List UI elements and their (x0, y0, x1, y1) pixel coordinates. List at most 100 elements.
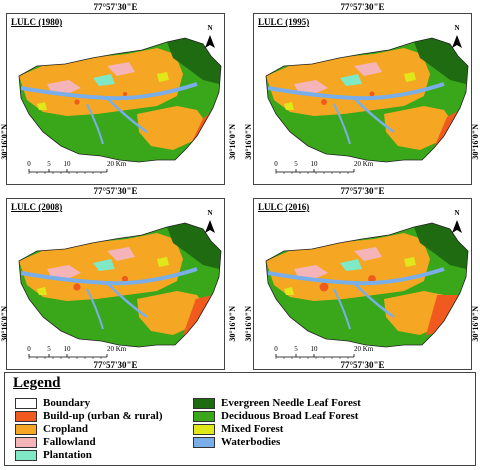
north-label: N (207, 209, 212, 217)
legend-item: Evergreen Needle Leaf Forest (193, 397, 361, 409)
scale-label: 10 (311, 160, 319, 168)
waterbody-river (106, 97, 148, 134)
scale-bar: 0 5 10 20 Km (274, 160, 374, 174)
coord-side-label: 30°16'0"N (228, 306, 237, 342)
legend-swatch (15, 436, 37, 448)
legend-item: Fallowland (15, 436, 96, 448)
mixed-forest-area (284, 102, 294, 110)
legend-item: Mixed Forest (193, 423, 283, 435)
scale-bar: 0 5 10 20 Km (27, 345, 127, 359)
legend-label: Mixed Forest (221, 423, 284, 435)
legend-item: Plantation (15, 449, 92, 461)
legend-label: Cropland (43, 423, 89, 435)
coord-top-label: 77°57'30"E (340, 2, 385, 12)
scale-label: 20 Km (107, 160, 127, 168)
legend-item: Deciduous Broad Leaf Forest (193, 410, 358, 422)
north-label: N (454, 209, 459, 217)
scale-bar: 0 5 10 20 Km (27, 160, 127, 174)
coord-side-label: 30°16'0"N (244, 306, 253, 342)
scale-label: 5 (294, 160, 298, 168)
legend-label: Boundary (43, 397, 91, 409)
map-title: LULC (1980) (11, 17, 63, 27)
coord-side-label: 30°16'0"N (228, 124, 237, 160)
map-panel-1980: N 0 5 10 20 Km LULC (1980) (6, 13, 225, 185)
waterbody-river (333, 288, 351, 330)
legend-swatch (193, 423, 215, 435)
buildup-area (122, 91, 128, 97)
scale-label: 10 (311, 345, 319, 353)
fallowland-area (107, 247, 135, 261)
fallowland-area (107, 62, 135, 76)
north-arrow-icon: N (452, 209, 462, 233)
coord-side-label: 30°16'0"N (0, 306, 9, 342)
map-panel-2016: N 0 5 10 20 Km LULC (2016) (253, 198, 472, 370)
north-label: N (207, 24, 212, 32)
fallowland-area (294, 265, 328, 279)
map-panel-2008: N 0 5 10 20 Km LULC (2008) (6, 198, 225, 370)
boundary-outline (18, 222, 222, 348)
lulc-map: N 0 5 10 20 Km (265, 209, 469, 359)
boundary-outline (265, 37, 469, 163)
north-arrow-icon: N (205, 24, 215, 48)
coord-bottom-label: 77°57'30"E (340, 186, 385, 196)
cropland-area (137, 106, 207, 150)
scale-label: 5 (47, 160, 51, 168)
legend-item: Build-up (urban & rural) (15, 410, 163, 422)
north-arrow-icon: N (452, 24, 462, 48)
buildup-area (73, 283, 81, 291)
legend-swatch (15, 410, 37, 422)
legend-label: Fallowland (43, 436, 96, 448)
cropland-area (384, 106, 454, 150)
legend-item: Boundary (15, 397, 90, 409)
coord-bottom-label: 77°57'30"E (93, 186, 138, 196)
waterbody-river (353, 282, 395, 319)
waterbody-river (86, 103, 104, 145)
plantation-area (93, 259, 115, 271)
boundary-outline (18, 37, 222, 163)
mixed-forest-area (284, 287, 294, 295)
buildup-area (121, 275, 129, 283)
mixed-forest-area (157, 72, 169, 82)
mixed-forest-area (404, 257, 416, 267)
lulc-map: N 0 5 10 20 Km (265, 24, 469, 174)
plantation-area (340, 74, 362, 86)
scale-label: 20 Km (354, 160, 374, 168)
lulc-map: N 0 5 10 20 Km (18, 209, 222, 359)
fallowland-area (47, 265, 81, 279)
north-label: N (454, 24, 459, 32)
coord-side-label: 30°16'0"N (0, 124, 9, 160)
coord-side-label: 30°16'0"N (471, 124, 480, 160)
legend-swatch (193, 436, 215, 448)
scale-bar: 0 5 10 20 Km (274, 345, 374, 359)
waterbody-river (86, 288, 104, 330)
lulc-map: N 0 5 10 20 Km (18, 24, 222, 174)
map-title: LULC (1995) (258, 17, 310, 27)
map-panel-1995: N 0 5 10 20 Km LULC (1995) (253, 13, 472, 185)
scale-label: 10 (64, 160, 72, 168)
coord-side-label: 30°16'0"N (471, 306, 480, 342)
legend-label: Plantation (43, 449, 92, 461)
mixed-forest-area (37, 102, 47, 110)
fallowland-area (47, 80, 81, 94)
coord-bottom-label: 77°57'30"E (340, 360, 385, 370)
north-arrow-icon: N (205, 209, 215, 233)
coord-side-label: 30°16'0"N (244, 124, 253, 160)
mixed-forest-area (404, 72, 416, 82)
boundary-outline (265, 222, 469, 348)
scale-label: 0 (274, 160, 278, 168)
scale-label: 20 Km (107, 345, 127, 353)
legend: Legend Boundary Build-up (urban & rural) C… (4, 372, 476, 466)
legend-swatch (15, 397, 37, 409)
plantation-area (93, 74, 115, 86)
fallowland-area (354, 62, 382, 76)
coord-bottom-label: 77°57'30"E (93, 360, 138, 370)
legend-swatch (193, 410, 215, 422)
scale-label: 0 (27, 160, 31, 168)
legend-item: Cropland (15, 423, 88, 435)
legend-label: Deciduous Broad Leaf Forest (221, 410, 359, 422)
waterbody-river (333, 103, 351, 145)
scale-label: 0 (274, 345, 278, 353)
buildup-area (369, 91, 375, 97)
legend-item: Waterbodies (193, 436, 280, 448)
fallowland-area (294, 80, 328, 94)
